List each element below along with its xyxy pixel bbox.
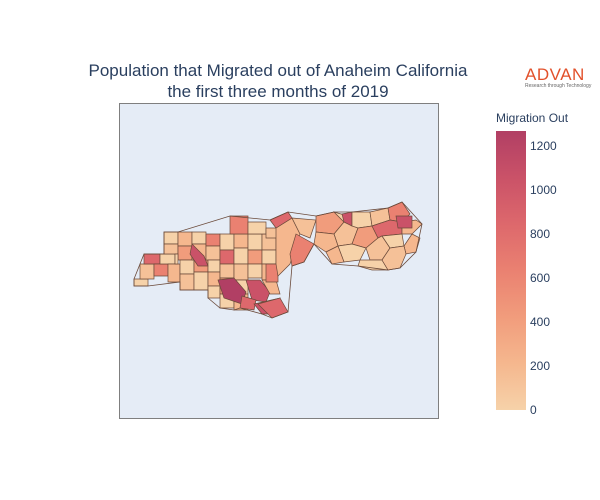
tract[interactable] <box>133 278 149 287</box>
tract[interactable] <box>233 247 249 265</box>
tract[interactable] <box>239 295 257 311</box>
tract[interactable] <box>153 263 169 277</box>
advan-logo: ADVAN Research through Technology <box>525 66 595 92</box>
tract[interactable] <box>291 217 317 239</box>
colorbar-tick-label: 1000 <box>530 183 557 198</box>
tract[interactable] <box>247 249 263 265</box>
tract-outlines <box>133 201 423 319</box>
tract[interactable] <box>191 231 207 245</box>
tract[interactable] <box>351 211 373 229</box>
tract[interactable] <box>193 271 209 291</box>
tract[interactable] <box>167 263 181 283</box>
tract[interactable] <box>143 253 161 265</box>
tract[interactable] <box>325 245 345 265</box>
chart-title-line-1: Population that Migrated out of Anaheim … <box>88 61 468 80</box>
city-boundary <box>133 201 423 319</box>
census-tracts <box>133 201 423 319</box>
tract[interactable] <box>207 285 221 299</box>
tract[interactable] <box>205 233 221 247</box>
tract[interactable] <box>247 221 267 235</box>
tract[interactable] <box>219 249 235 265</box>
tract[interactable] <box>219 233 235 251</box>
colorbar <box>496 131 526 410</box>
colorbar-tick-label: 600 <box>530 271 551 286</box>
colorbar-gradient <box>496 131 526 410</box>
map-frame[interactable] <box>119 103 439 419</box>
tract[interactable] <box>233 263 249 281</box>
colorbar-title: Migration Out <box>496 111 569 125</box>
tract[interactable] <box>245 279 271 303</box>
tract[interactable] <box>395 215 413 229</box>
tract[interactable] <box>205 245 221 261</box>
colorbar-tick-label: 0 <box>530 403 537 417</box>
colorbar-tick-label: 800 <box>530 227 551 242</box>
colorbar-tick-label: 1200 <box>530 139 557 154</box>
logo-wordmark: ADVAN <box>525 65 585 84</box>
colorbar-tick-label: 200 <box>530 359 551 374</box>
tract[interactable] <box>219 263 235 279</box>
tract[interactable] <box>174 253 179 265</box>
tract[interactable] <box>159 253 176 265</box>
tract[interactable] <box>179 259 195 275</box>
tract[interactable] <box>189 243 209 267</box>
choropleth-map[interactable] <box>120 104 438 418</box>
chart-title-line-2: the first three months of 2019 <box>167 82 389 101</box>
colorbar-tick-label: 400 <box>530 315 551 330</box>
tract[interactable] <box>207 259 221 273</box>
tract[interactable] <box>247 233 263 251</box>
tract[interactable] <box>261 249 277 265</box>
tract[interactable] <box>233 233 249 249</box>
logo-tagline: Research through Technology <box>525 83 592 89</box>
tract[interactable] <box>207 271 221 287</box>
tract[interactable] <box>177 231 193 247</box>
tract[interactable] <box>163 231 179 245</box>
tract[interactable] <box>163 243 179 255</box>
tract[interactable] <box>247 263 263 279</box>
tract[interactable] <box>229 215 249 235</box>
tract[interactable] <box>265 263 279 283</box>
tract[interactable] <box>179 273 195 291</box>
tract[interactable] <box>139 263 155 280</box>
